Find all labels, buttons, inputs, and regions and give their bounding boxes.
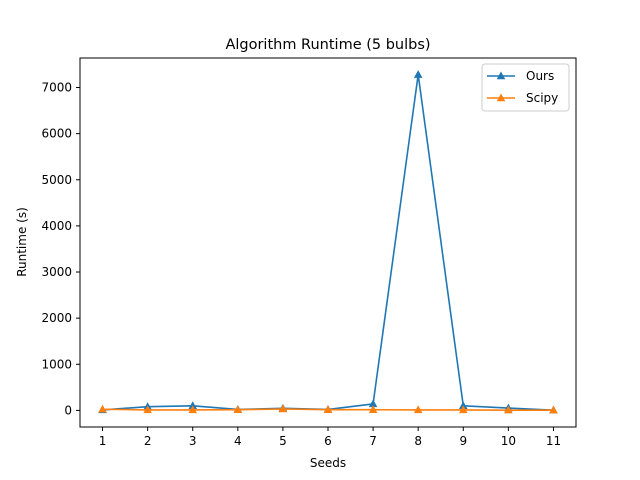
x-tick-label: 7	[369, 434, 377, 448]
data-point-ours	[368, 399, 378, 408]
data-point-scipy	[98, 404, 107, 413]
data-point-scipy	[278, 404, 288, 413]
y-tick-label: 5000	[41, 173, 72, 187]
y-tick-label: 4000	[41, 219, 72, 233]
y-tick-label: 7000	[41, 81, 72, 95]
data-point-scipy	[143, 405, 152, 414]
chart-title: Algorithm Runtime (5 bulbs)	[225, 37, 430, 53]
data-point-scipy	[233, 405, 243, 413]
x-tick-label: 8	[414, 434, 422, 448]
y-tick-label: 1000	[41, 357, 72, 371]
x-axis-ticks: 1 2 3 4 5 6 7 8 9 10 11	[99, 427, 561, 448]
y-axis-ticks: 0 1000 2000 3000 4000 5000 6000 7000	[41, 81, 80, 417]
x-tick-label: 2	[144, 434, 152, 448]
data-point-scipy	[549, 405, 558, 414]
y-tick-label: 2000	[41, 311, 72, 325]
y-tick-label: 3000	[41, 265, 72, 279]
x-tick-label: 9	[459, 434, 467, 448]
x-tick-label: 6	[324, 434, 332, 448]
legend: Ours Scipy	[481, 63, 570, 112]
y-tick-label: 6000	[41, 127, 72, 141]
x-tick-label: 11	[546, 434, 561, 448]
x-tick-label: 5	[279, 434, 287, 448]
legend-label-scipy: Scipy	[526, 91, 558, 105]
data-point-scipy	[368, 405, 378, 413]
x-tick-label: 10	[501, 434, 516, 448]
axes-frame	[79, 57, 577, 428]
data-point-scipy	[504, 405, 513, 414]
data-point-scipy	[458, 405, 468, 414]
legend-marker-ours	[496, 71, 506, 80]
data-point-ours	[188, 401, 198, 410]
data-point-scipy	[413, 405, 423, 414]
x-tick-label: 1	[99, 434, 107, 448]
data-point-scipy	[323, 405, 333, 413]
y-axis-label: Runtime (s)	[15, 207, 29, 277]
y-tick-label: 0	[64, 403, 72, 417]
x-tick-label: 3	[189, 434, 197, 448]
series-layer	[98, 70, 558, 414]
data-point-scipy	[188, 405, 198, 414]
data-point-ours	[413, 70, 423, 78]
x-axis-label: Seeds	[310, 456, 346, 470]
x-tick-label: 4	[234, 434, 242, 448]
data-point-ours	[458, 401, 468, 410]
legend-marker-scipy	[496, 93, 506, 102]
legend-label-ours: Ours	[526, 69, 554, 83]
